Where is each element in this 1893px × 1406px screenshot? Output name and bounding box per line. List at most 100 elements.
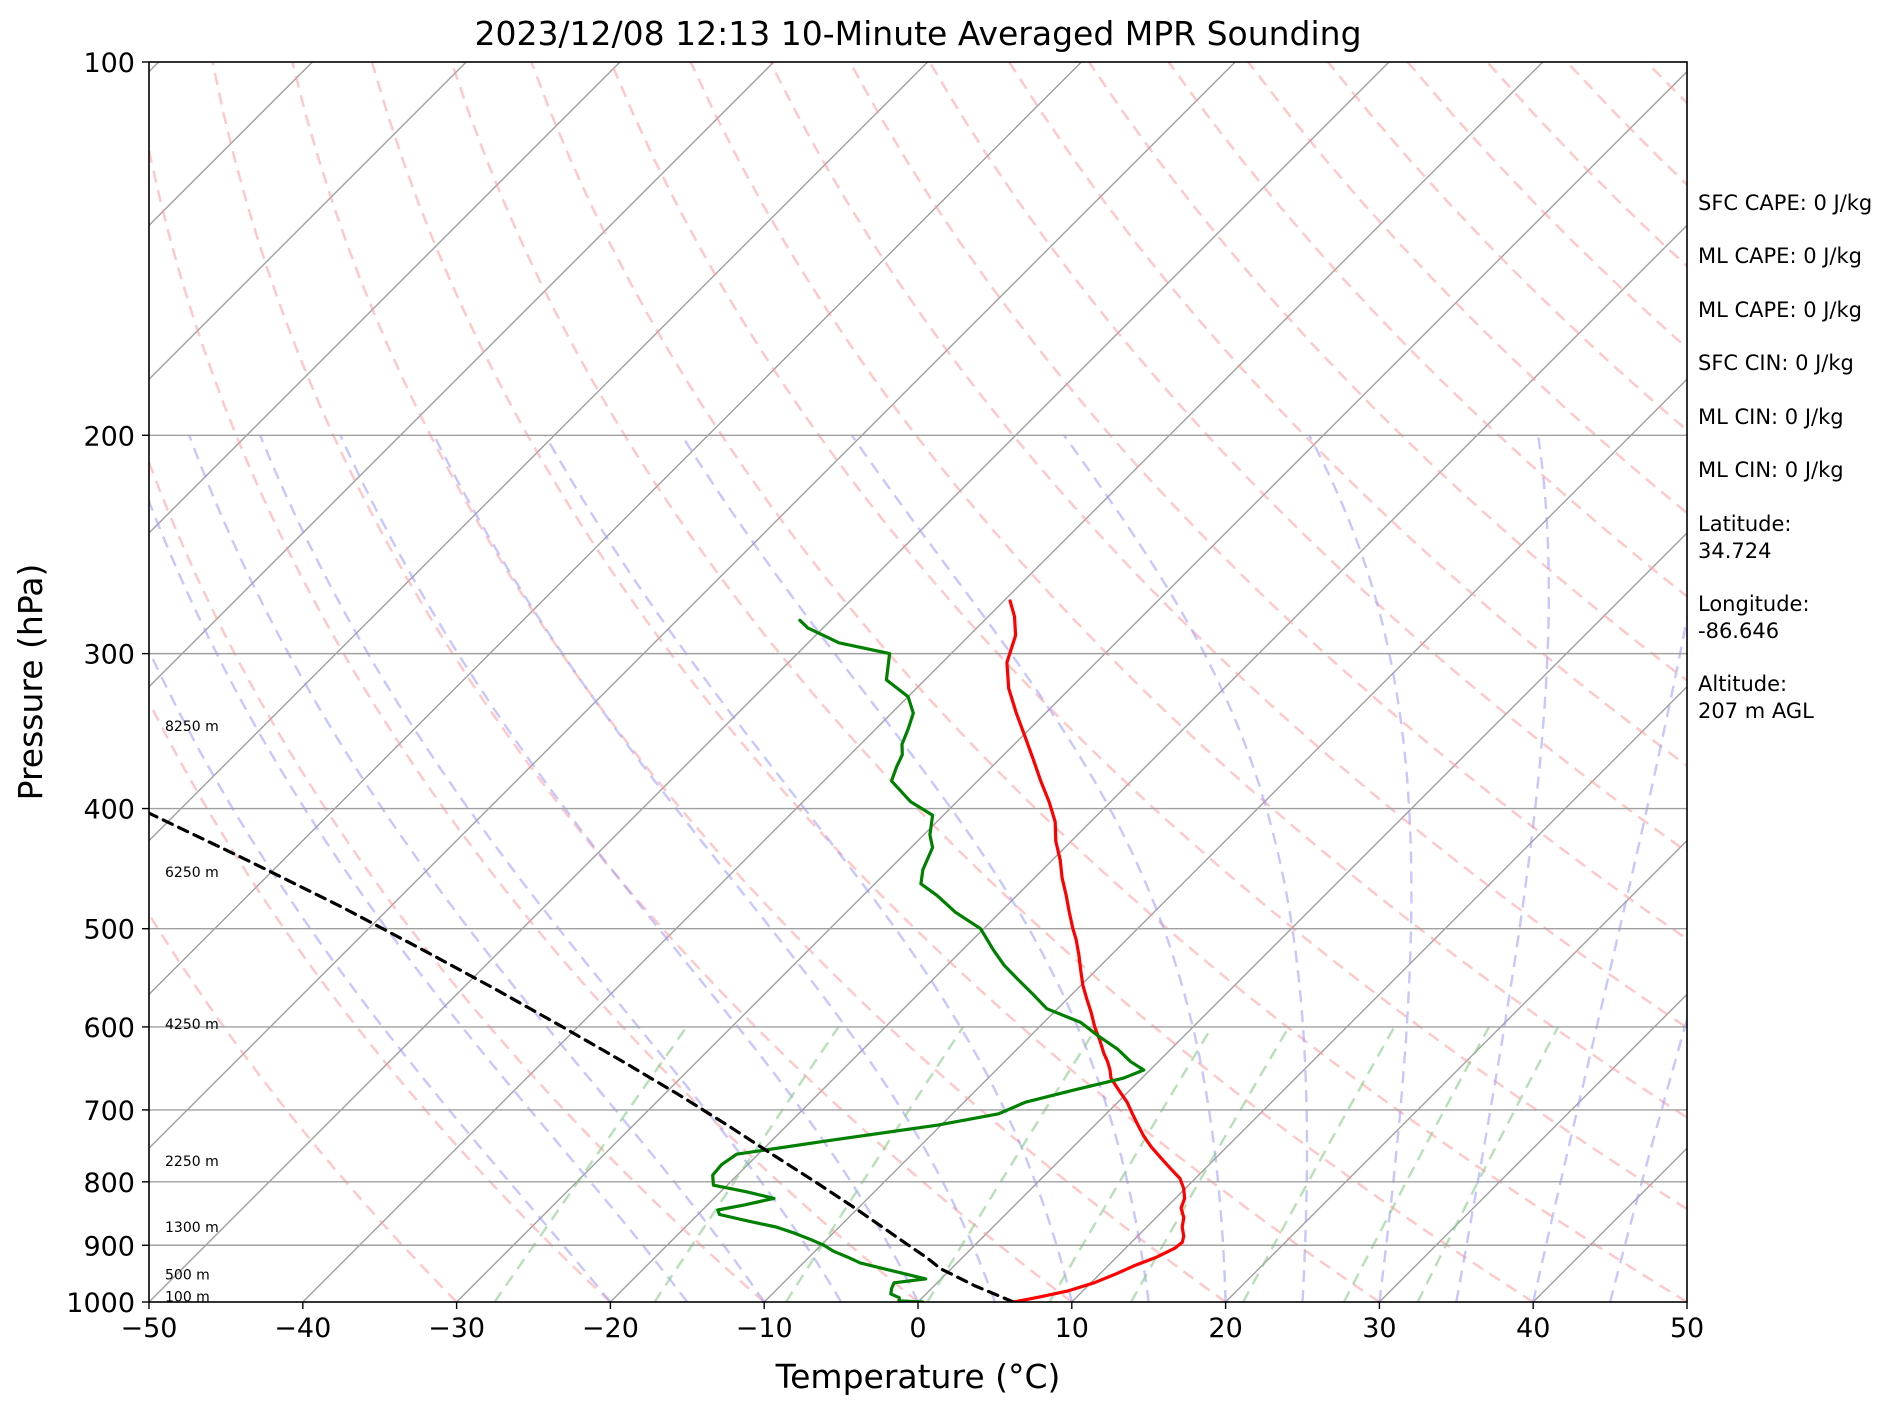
x-tick-label: −30 — [428, 1313, 485, 1344]
sounding-profiles — [149, 599, 1187, 1302]
annotation-text: ML CIN: 0 J/kg — [1698, 405, 1844, 429]
isotherm-line — [609, 224, 1687, 1302]
height-label: 500 m — [165, 1267, 210, 1283]
y-tick-label: 200 — [83, 421, 135, 452]
isotherm-line — [1225, 839, 1687, 1302]
isotherm-line — [149, 62, 1390, 1302]
plot-frame — [148, 61, 1688, 1303]
isotherm-line — [302, 62, 1544, 1302]
y-tick-label: 100 — [83, 48, 135, 79]
mixing-ratio-line — [1048, 1026, 1213, 1302]
dry-adiabat-line — [1008, 62, 1687, 768]
y-tick-label: 300 — [83, 640, 135, 671]
moist-adiabat-line — [432, 434, 997, 1302]
x-tick-label: 30 — [1362, 1313, 1396, 1344]
annotation-text: 207 m AGL — [1698, 699, 1814, 723]
mixing-ratio-line — [1242, 1026, 1396, 1302]
isotherm-line — [1071, 685, 1687, 1302]
annotation-text: Latitude: — [1698, 512, 1792, 536]
annotation-text: SFC CAPE: 0 J/kg — [1698, 191, 1872, 215]
height-label: 4250 m — [165, 1017, 219, 1033]
isotherm-line — [149, 62, 929, 842]
x-axis-ticks: −50 −40 −30 −20 −10 0 10 20 30 40 50 — [121, 1302, 1704, 1344]
isotherm-line — [149, 62, 621, 534]
x-tick-label: 20 — [1208, 1313, 1242, 1344]
x-tick-label: −40 — [274, 1313, 331, 1344]
x-axis-title: Temperature (°C) — [775, 1357, 1061, 1396]
pressure-gridlines — [149, 434, 1687, 1246]
isotherm-line — [763, 378, 1687, 1302]
dry-adiabat-line — [149, 143, 919, 1302]
annotation-text: ML CIN: 0 J/kg — [1698, 458, 1844, 482]
y-tick-label: 800 — [83, 1168, 135, 1199]
y-tick-label: 500 — [83, 915, 135, 946]
x-tick-label: 0 — [909, 1313, 926, 1344]
x-tick-label: 40 — [1516, 1313, 1550, 1344]
moist-adiabat-line — [1455, 435, 1551, 1302]
x-tick-label: 10 — [1055, 1313, 1089, 1344]
dry-adiabat-line — [370, 62, 1381, 1302]
mixing-ratio-line — [1416, 1026, 1560, 1302]
height-label: 8250 m — [165, 719, 219, 735]
height-label: 100 m — [165, 1290, 210, 1306]
annotation-text: Altitude: — [1698, 672, 1787, 696]
dry-adiabat-line — [1087, 62, 1687, 683]
isotherm-line — [149, 62, 467, 381]
moist-adiabat-line — [339, 434, 920, 1302]
moist-adiabat-line — [149, 647, 612, 1302]
annotation-text: 34.724 — [1698, 539, 1771, 563]
isotherm-line — [0, 62, 5, 1302]
moist-adiabat-line — [1532, 612, 1687, 1302]
isotherm-line — [149, 62, 775, 688]
dry-adiabat-line — [1167, 62, 1687, 599]
dry-adiabat-line — [291, 62, 1227, 1302]
x-tick-label: 50 — [1670, 1313, 1704, 1344]
x-tick-label: −20 — [582, 1313, 639, 1344]
moist-adiabat-line — [1308, 434, 1413, 1302]
moist-adiabat-line — [850, 434, 1227, 1302]
isotherm-line — [456, 70, 1687, 1302]
dry-adiabat-line — [149, 911, 458, 1302]
mixing-ratio-line — [1342, 1026, 1491, 1302]
dewpoint-profile-line — [711, 618, 1146, 1302]
dry-adiabat-line — [689, 62, 1687, 1119]
dry-adiabat-line — [149, 699, 612, 1302]
dry-adiabat-line — [530, 62, 1687, 1302]
moist-adiabat-line — [1608, 1014, 1687, 1302]
annotation-text: ML CAPE: 0 J/kg — [1698, 298, 1862, 322]
y-axis-ticks: 100 200 300 400 500 600 700 800 900 1000 — [66, 48, 149, 1319]
y-tick-label: 900 — [83, 1231, 135, 1262]
reference-lines — [0, 62, 1687, 1302]
temperature-profile-line — [1005, 599, 1187, 1302]
y-tick-label: 400 — [83, 795, 135, 826]
height-label: 2250 m — [165, 1154, 219, 1170]
x-tick-label: −10 — [736, 1313, 793, 1344]
annotation-text: -86.646 — [1698, 619, 1779, 643]
chart-title: 2023/12/08 12:13 10-Minute Averaged MPR … — [474, 14, 1361, 53]
dry-adiabat-line — [211, 62, 1073, 1302]
parcel-profile-line — [149, 811, 1016, 1302]
sounding-annotations: SFC CAPE: 0 J/kg ML CAPE: 0 J/kg ML CAPE: … — [1698, 191, 1872, 723]
mixing-ratio-line — [926, 1026, 1098, 1302]
y-tick-label: 700 — [83, 1096, 135, 1127]
height-labels: 100 m 500 m 1300 m 2250 m 4250 m 6250 m 8250 m — [165, 719, 219, 1306]
moist-adiabat-line — [1063, 434, 1309, 1302]
dry-adiabat-line — [609, 62, 1687, 1211]
x-tick-label: −50 — [121, 1313, 178, 1344]
mixing-ratio-line — [493, 1026, 688, 1302]
isotherm-line — [149, 62, 1082, 996]
height-label: 1300 m — [165, 1220, 219, 1236]
moist-adiabat-line — [258, 434, 843, 1302]
y-tick-label: 600 — [83, 1013, 135, 1044]
annotation-text: ML CAPE: 0 J/kg — [1698, 244, 1862, 268]
dry-adiabat-line — [769, 62, 1687, 1030]
moist-adiabat-line — [680, 434, 1150, 1302]
isotherm-line — [149, 62, 1236, 1150]
y-tick-label: 1000 — [66, 1288, 135, 1319]
moist-adiabat-line — [544, 434, 1073, 1302]
dry-adiabat-line — [450, 62, 1534, 1302]
isotherm-line — [917, 532, 1687, 1302]
y-axis-title: Pressure (hPa) — [11, 564, 50, 801]
